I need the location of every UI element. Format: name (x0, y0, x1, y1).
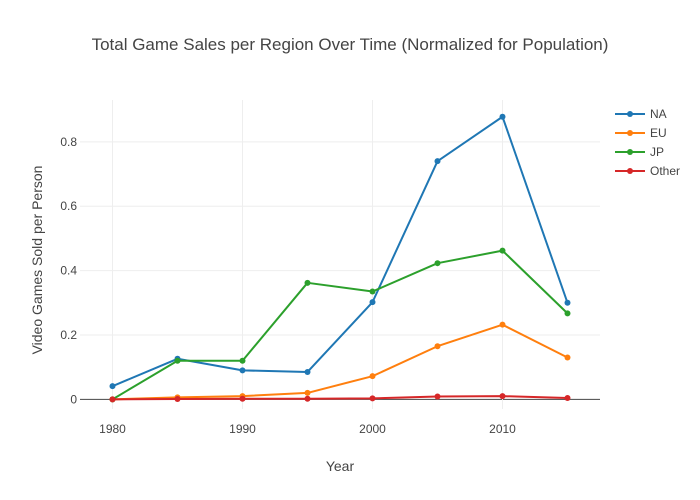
legend-swatch-marker (627, 149, 633, 155)
y-axis-title: Video Games Sold per Person (29, 166, 45, 355)
data-point[interactable] (564, 299, 571, 306)
legend-swatch-marker (627, 168, 633, 174)
data-point[interactable] (434, 260, 441, 267)
data-point[interactable] (239, 395, 246, 402)
data-point[interactable] (564, 354, 571, 361)
y-tick-label: 0 (70, 392, 77, 406)
data-point[interactable] (369, 373, 376, 380)
x-tick-label: 2010 (489, 422, 516, 436)
legend-swatch-marker (627, 130, 633, 136)
x-axis-title: Year (326, 458, 355, 474)
legend[interactable]: NA EU JP Other (615, 107, 680, 178)
data-point[interactable] (564, 310, 571, 317)
data-point[interactable] (434, 393, 441, 400)
x-tick-label: 1980 (99, 422, 126, 436)
data-point[interactable] (434, 343, 441, 350)
legend-item-jp[interactable]: JP (615, 145, 664, 159)
legend-item-na[interactable]: NA (615, 107, 667, 121)
y-tick-label: 0.2 (60, 328, 77, 342)
legend-item-other[interactable]: Other (615, 164, 680, 178)
data-point[interactable] (174, 396, 181, 403)
data-point[interactable] (239, 357, 246, 364)
data-point[interactable] (434, 158, 441, 165)
data-point[interactable] (109, 396, 116, 403)
data-point[interactable] (304, 368, 311, 375)
x-tick-label: 1990 (229, 422, 256, 436)
series-other (109, 393, 571, 403)
legend-label: Other (650, 164, 680, 178)
data-point[interactable] (304, 279, 311, 286)
y-tick-label: 0.4 (60, 264, 77, 278)
y-tick-label: 0.6 (60, 199, 77, 213)
data-point[interactable] (369, 288, 376, 295)
data-point[interactable] (304, 389, 311, 396)
series-line (112, 395, 568, 401)
y-tick-label: 0.8 (60, 135, 77, 149)
chart-title: Total Game Sales per Region Over Time (N… (92, 35, 609, 54)
data-point[interactable] (499, 113, 506, 120)
data-point[interactable] (109, 383, 116, 390)
data-point[interactable] (174, 357, 181, 364)
data-point[interactable] (239, 367, 246, 374)
series-layer (109, 113, 571, 403)
legend-label: NA (650, 107, 667, 121)
legend-label: EU (650, 126, 667, 140)
series-line (112, 323, 568, 401)
data-point[interactable] (499, 247, 506, 254)
tick-labels: 0 0.2 0.4 0.6 0.8 1980 1990 2000 2010 (60, 135, 516, 436)
x-tick-label: 2000 (359, 422, 386, 436)
data-point[interactable] (369, 395, 376, 402)
series-line (111, 249, 569, 401)
legend-item-eu[interactable]: EU (615, 126, 667, 140)
data-point[interactable] (564, 395, 571, 402)
gridlines (80, 100, 600, 409)
legend-label: JP (650, 145, 664, 159)
data-point[interactable] (499, 321, 506, 328)
data-point[interactable] (499, 393, 506, 400)
data-point[interactable] (304, 395, 311, 402)
legend-swatch-marker (627, 111, 633, 117)
data-point[interactable] (369, 299, 376, 306)
